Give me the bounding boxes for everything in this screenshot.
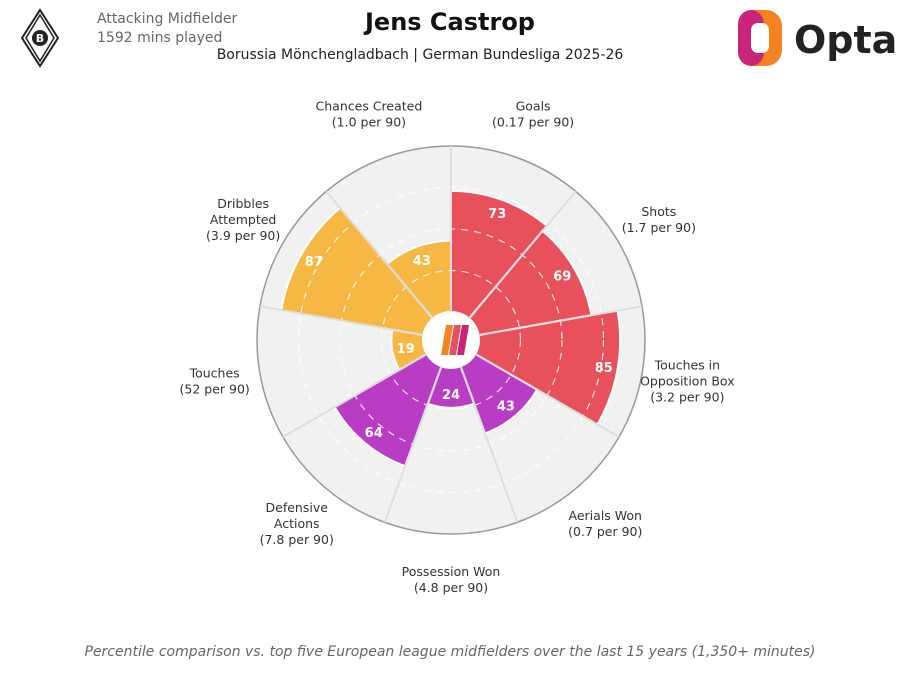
radar-axis-label-4: Possession Won (4.8 per 90) <box>402 564 501 595</box>
radar-spoke-3 <box>474 353 620 438</box>
radar-spoke-6 <box>282 353 428 438</box>
radar-value-label-5: 64 <box>365 426 383 441</box>
radar-axis-label-5: Defensive Actions (7.8 per 90) <box>260 500 334 547</box>
radar-spoke-8 <box>325 190 434 320</box>
radar-spoke-4 <box>459 365 519 523</box>
opta-logo-text: Opta <box>794 18 897 62</box>
chart-subtitle: Borussia Mönchengladbach | German Bundes… <box>216 47 624 63</box>
svg-text:B: B <box>36 32 44 45</box>
radar-value-label-4: 24 <box>442 388 460 403</box>
radar-axis-label-3: Aerials Won (0.7 per 90) <box>568 508 642 539</box>
radar-axis-label-7: Dribbles Attempted (3.9 per 90) <box>206 196 280 243</box>
radar-axis-label-8: Chances Created (1.0 per 90) <box>316 98 423 129</box>
opta-logo: Opta <box>738 10 897 66</box>
radar-spoke-7 <box>259 305 424 337</box>
opta-slash-icon <box>441 325 469 355</box>
radar-center <box>423 312 479 368</box>
player-minutes: 1592 mins played <box>97 30 223 46</box>
radar-axis-label-0: Goals (0.17 per 90) <box>492 98 574 129</box>
player-position: Attacking Midfielder <box>97 11 238 27</box>
club-crest-icon: B <box>20 8 60 68</box>
radar-spoke-1 <box>468 190 577 320</box>
radar-value-label-7: 87 <box>305 255 323 270</box>
radar-value-label-3: 43 <box>497 399 515 414</box>
radar-axis-label-6: Touches (52 per 90) <box>180 366 250 397</box>
radar-axis-label-2: Touches in Opposition Box (3.2 per 90) <box>640 358 735 405</box>
radar-spoke-5 <box>383 365 443 523</box>
radar-value-label-1: 69 <box>553 270 571 285</box>
radar-value-label-0: 73 <box>488 207 506 222</box>
radar-value-label-2: 85 <box>595 361 613 376</box>
radar-value-label-8: 43 <box>413 254 431 269</box>
player-info: Attacking Midfielder 1592 mins played <box>97 10 237 48</box>
radar-spoke-2 <box>478 305 643 337</box>
footer-note: Percentile comparison vs. top five Europ… <box>84 644 816 660</box>
chart-title: Jens Castrop <box>364 8 535 36</box>
radar-value-label-6: 19 <box>397 342 415 357</box>
radar-axis-label-1: Shots (1.7 per 90) <box>622 204 696 235</box>
